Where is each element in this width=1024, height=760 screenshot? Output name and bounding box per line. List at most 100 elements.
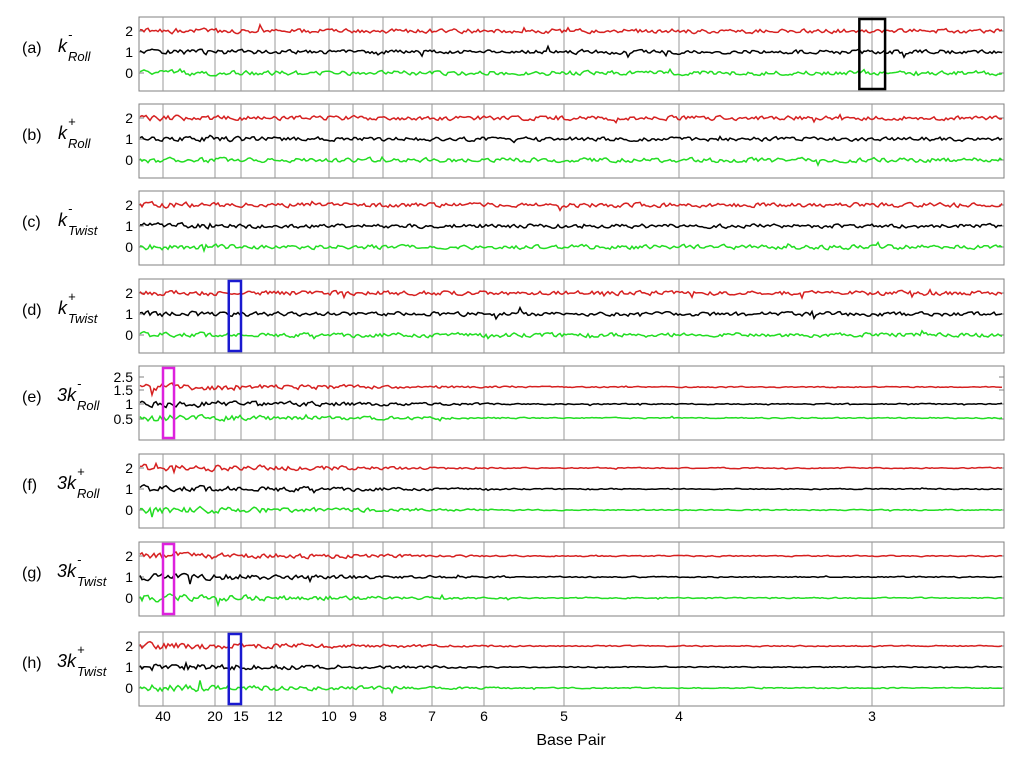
panel-tag: (e) [22, 389, 42, 406]
y-tick-label: 2 [125, 638, 133, 654]
y-tick-label: 1 [125, 659, 133, 675]
y-tick-label: 0 [125, 680, 133, 696]
panel-tag: (h) [22, 655, 42, 672]
panel-symbol-sup: + [77, 464, 85, 479]
x-tick-label-40: 40 [155, 708, 171, 724]
series-upper-line [139, 22, 1003, 35]
series-lower-line [139, 329, 1003, 340]
panel-g: (g) 3k- Twist 2 1 0 [22, 541, 1005, 617]
panel-symbol-sub: Twist [68, 311, 99, 326]
series-lower-line [139, 593, 1003, 608]
y-tick-label: 1 [125, 218, 133, 234]
panel-symbol-sup: + [77, 642, 85, 657]
series-lower-line [140, 505, 1003, 518]
panel-symbol-sub: Twist [77, 664, 108, 679]
highlight-box [858, 17, 887, 91]
y-tick-label: 0 [125, 502, 133, 518]
series-middle-line [139, 660, 1003, 672]
y-tick-label: 1 [125, 569, 133, 585]
panel-symbol: k [58, 36, 68, 56]
x-tick-label-5: 5 [560, 708, 568, 724]
highlight-box [161, 366, 176, 440]
x-tick-label-9: 9 [349, 708, 357, 724]
series-middle-line [139, 400, 1003, 409]
y-tick-label: 0 [125, 65, 133, 81]
y-tick-label: 2 [125, 285, 133, 301]
series-upper-line [139, 551, 1003, 560]
series-upper-line [139, 640, 1003, 650]
y-tick-label: 1 [125, 131, 133, 147]
x-tick-label-15: 15 [233, 708, 249, 724]
panel-symbol: 3k [57, 385, 77, 405]
panel-symbol: k [58, 298, 68, 318]
highlight-box [227, 279, 243, 353]
panel-symbol-sub: Roll [77, 398, 101, 413]
y-tick-label: 1 [125, 396, 133, 412]
panel-symbol-sup: - [68, 201, 73, 216]
x-axis-label: Base Pair [536, 732, 606, 749]
series-lower-line [139, 155, 1003, 168]
series-upper-line [139, 288, 1003, 300]
y-tick-label: 1.5 [114, 382, 134, 398]
panel-symbol-sup: + [68, 289, 76, 304]
axes-box [138, 103, 1005, 179]
panel-f: (f) 3k+ Roll 2 1 0 [22, 453, 1005, 529]
series-middle-line [139, 221, 1003, 230]
x-tick-label-4: 4 [675, 708, 683, 724]
series-middle-line [139, 44, 1003, 59]
x-axis: 40 20 15 12 10 9 8 7 6 5 4 3 Base Pair [155, 708, 876, 749]
y-tick-label: 2 [125, 197, 133, 213]
series-upper-line [139, 200, 1003, 212]
panel-e: (e) 3k- Roll 2.51.510.5 [22, 365, 1005, 441]
axes-box [138, 541, 1005, 617]
panel-a: (a) k- Roll 2 1 0 [22, 16, 1005, 92]
panel-symbol-sub: Twist [77, 574, 108, 589]
axes-box [138, 631, 1005, 707]
axes-box [138, 453, 1005, 529]
panel-symbol-sup: - [77, 376, 82, 391]
y-tick-label: 0.5 [114, 411, 134, 427]
y-tick-label: 1 [125, 481, 133, 497]
series-lower-line [139, 67, 1003, 77]
x-tick-label-6: 6 [480, 708, 488, 724]
panel-symbol-sub: Twist [68, 223, 99, 238]
panel-h: (h) 3k+ Twist 2 1 0 [22, 631, 1005, 707]
highlight-box [161, 542, 176, 616]
y-tick-label: 0 [125, 152, 133, 168]
panel-symbol: 3k [57, 561, 77, 581]
panel-symbol-sub: Roll [68, 136, 92, 151]
axes-box [138, 16, 1005, 92]
series-upper-line [139, 382, 1002, 398]
y-tick-label: 0 [125, 327, 133, 343]
series-lower-line [139, 680, 1002, 695]
x-tick-label-7: 7 [428, 708, 436, 724]
panel-symbol-sup: - [77, 552, 82, 567]
panel-tag: (b) [22, 127, 42, 144]
panel-tag: (c) [22, 214, 41, 231]
panel-b: (b) k+ Roll 2 1 0 [22, 103, 1005, 179]
panel-symbol: 3k [57, 473, 77, 493]
series-lower-line [139, 413, 1003, 423]
axes-box [138, 365, 1005, 441]
x-tick-label-3: 3 [868, 708, 876, 724]
axes-box [138, 278, 1005, 354]
series-middle-line [139, 572, 1003, 585]
panel-symbol: k [58, 210, 68, 230]
panel-tag: (g) [22, 565, 42, 582]
panel-symbol: k [58, 123, 68, 143]
axes-box [138, 190, 1005, 266]
x-tick-label-12: 12 [267, 708, 283, 724]
panel-d: (d) k+ Twist 2 1 0 [22, 278, 1005, 354]
panel-tag: (f) [22, 477, 37, 494]
x-tick-label-20: 20 [207, 708, 223, 724]
x-tick-label-8: 8 [379, 708, 387, 724]
series-upper-line [139, 461, 1003, 475]
y-tick-label: 0 [125, 239, 133, 255]
series-middle-line [139, 305, 1003, 321]
series-middle-line [139, 134, 1003, 144]
panel-symbol-sub: Roll [77, 486, 101, 501]
y-tick-label: 1 [125, 44, 133, 60]
panel-symbol: 3k [57, 651, 77, 671]
